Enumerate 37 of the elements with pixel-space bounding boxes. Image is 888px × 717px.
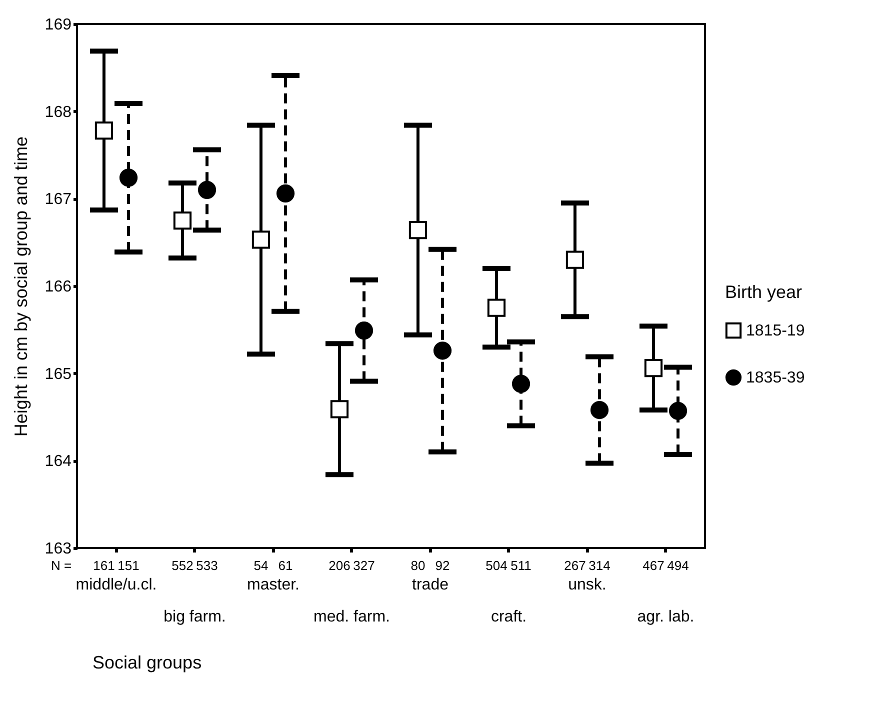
text: 80 (410, 558, 426, 573)
text: 467 (642, 558, 664, 573)
legend-label: 1815-19 (746, 322, 805, 340)
legend-label: 1835-39 (746, 370, 805, 386)
legend-title: Birth year (725, 282, 802, 302)
text: 314 (588, 558, 610, 573)
text: 511 (510, 558, 532, 573)
text: 533 (196, 558, 218, 573)
text: 151 (118, 558, 140, 573)
y-tick-label: 168 (44, 104, 72, 121)
text: 327 (353, 558, 375, 573)
text: 161 (93, 558, 115, 573)
text: 494 (667, 558, 689, 573)
x-axis-title: Social groups (92, 652, 202, 672)
text: 206 (328, 558, 350, 573)
x-tick-label: agr. lab. (637, 608, 694, 626)
text: 267 (564, 558, 586, 573)
y-tick-label: 166 (44, 278, 72, 296)
y-tick-label: 165 (44, 366, 72, 383)
text: 92 (435, 558, 450, 573)
x-tick-label: unsk. (568, 576, 606, 594)
x-tick-label: middle/u.cl. (76, 576, 157, 594)
x-tick-label: trade (412, 576, 449, 594)
text: 54 (254, 558, 268, 573)
x-tick-label: master. (247, 576, 300, 594)
y-tick-label: 167 (44, 191, 72, 208)
x-tick-label: craft. (490, 608, 527, 626)
x-tick-label: med. farm. (314, 608, 390, 626)
y-tick-label: 169 (44, 16, 72, 34)
text: 61 (278, 558, 293, 573)
y-tick-label: 164 (44, 453, 72, 470)
text: N = (51, 558, 72, 573)
text: 504 (486, 558, 508, 573)
y-tick-label: 163 (44, 540, 72, 558)
text: 552 (172, 558, 194, 573)
y-axis-title: Height in cm by social group and time (10, 136, 31, 437)
x-tick-label: big farm. (164, 608, 226, 626)
